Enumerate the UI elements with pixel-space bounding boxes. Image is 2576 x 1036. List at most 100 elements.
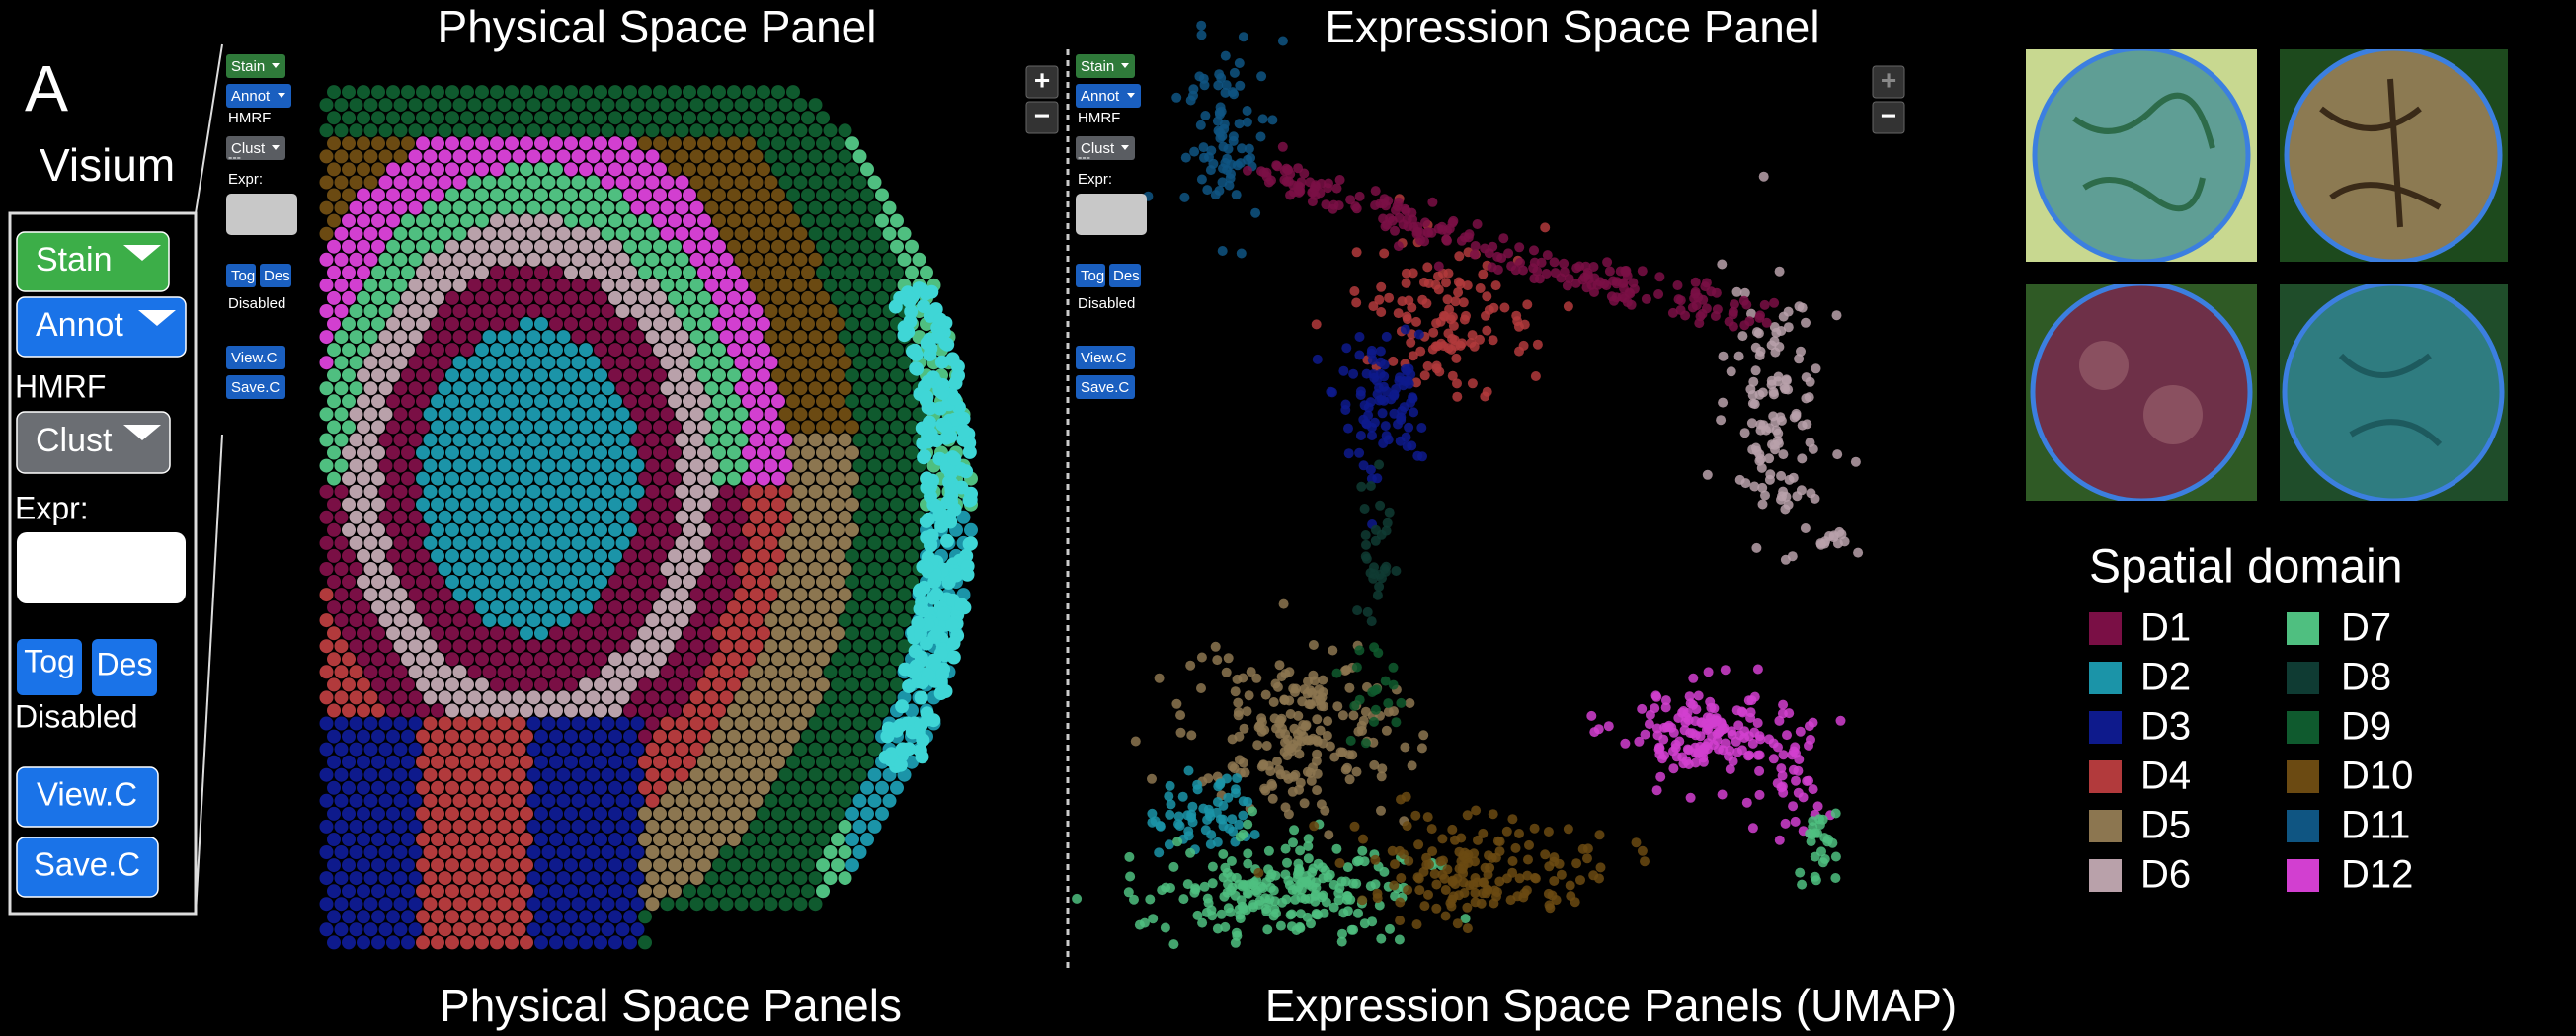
tissue-spot bbox=[608, 833, 622, 846]
tissue-spot bbox=[645, 200, 660, 215]
tissue-spot bbox=[416, 85, 430, 100]
tissue-spot bbox=[371, 806, 385, 821]
umap-point bbox=[1470, 241, 1481, 251]
mini-button[interactable] bbox=[226, 346, 285, 369]
tissue-spot bbox=[342, 652, 356, 667]
tissue-spot bbox=[423, 252, 438, 267]
mini-button[interactable] bbox=[1076, 54, 1135, 78]
tissue-spot bbox=[378, 381, 393, 396]
stain-button[interactable]: Stain bbox=[16, 231, 170, 292]
tissue-spot bbox=[943, 515, 958, 529]
umap-point bbox=[1381, 561, 1392, 572]
tissue-spot bbox=[660, 433, 675, 447]
tissue-spot bbox=[586, 330, 601, 345]
umap-point bbox=[1532, 266, 1543, 277]
tissue-spot bbox=[556, 535, 571, 550]
tissue-spot bbox=[742, 111, 756, 125]
umap-point bbox=[1503, 248, 1514, 259]
zoom-out-button[interactable] bbox=[1872, 101, 1905, 134]
tissue-spot bbox=[660, 407, 675, 422]
tissue-spot bbox=[327, 213, 341, 228]
mini-button[interactable] bbox=[1076, 375, 1135, 399]
tissue-spot bbox=[727, 497, 741, 512]
tissue-spot bbox=[393, 690, 408, 705]
tissue-spot bbox=[838, 613, 852, 628]
tissue-spot bbox=[734, 897, 749, 912]
mini-button[interactable] bbox=[260, 264, 291, 287]
tissue-spot bbox=[541, 407, 556, 422]
tissue-spot bbox=[423, 665, 438, 679]
tissue-spot bbox=[852, 330, 867, 345]
umap-point bbox=[1354, 191, 1365, 201]
tissue-spot bbox=[601, 742, 615, 757]
tissue-spot bbox=[334, 226, 349, 241]
umap-point bbox=[1804, 775, 1813, 786]
mini-button[interactable] bbox=[1076, 136, 1135, 160]
umap-point bbox=[1416, 423, 1427, 433]
zoom-out-button[interactable] bbox=[1025, 101, 1059, 134]
tissue-spot bbox=[897, 381, 912, 396]
tissue-spot bbox=[526, 226, 541, 241]
mini-button[interactable] bbox=[226, 54, 285, 78]
tog-button[interactable]: Tog bbox=[17, 639, 82, 695]
tissue-spot bbox=[749, 458, 764, 473]
tissue-spot bbox=[947, 392, 962, 406]
tissue-spot bbox=[697, 265, 711, 279]
mini-button[interactable] bbox=[226, 136, 285, 160]
tissue-spot bbox=[630, 484, 645, 499]
mini-label: Expr: bbox=[1078, 171, 1112, 188]
mini-button[interactable] bbox=[1109, 264, 1141, 287]
tissue-spot bbox=[831, 548, 845, 563]
umap-point bbox=[1724, 316, 1734, 327]
tissue-spot bbox=[363, 793, 378, 808]
mini-input[interactable] bbox=[1076, 194, 1147, 235]
tissue-spot bbox=[608, 471, 622, 486]
save-button[interactable]: Save.C bbox=[16, 837, 159, 898]
umap-point bbox=[1282, 857, 1292, 868]
umap-point bbox=[1292, 729, 1303, 740]
tissue-spot bbox=[431, 368, 444, 383]
tissue-spot bbox=[749, 484, 764, 499]
tissue-spot bbox=[497, 510, 512, 524]
tissue-spot bbox=[416, 677, 430, 692]
umap-point bbox=[1693, 690, 1704, 701]
clust-button[interactable]: Clust bbox=[16, 411, 171, 474]
umap-point bbox=[1780, 818, 1791, 829]
tissue-spot bbox=[638, 420, 652, 435]
tissue-spot bbox=[512, 484, 526, 499]
mini-button[interactable] bbox=[1076, 84, 1141, 108]
tissue-spot bbox=[334, 458, 349, 473]
mini-input[interactable] bbox=[226, 194, 297, 235]
umap-point bbox=[1755, 346, 1766, 357]
tissue-spot bbox=[460, 497, 474, 512]
tissue-spot bbox=[938, 684, 953, 699]
zoom-in-button[interactable] bbox=[1872, 65, 1905, 99]
tissue-spot bbox=[579, 162, 593, 177]
umap-point bbox=[1192, 910, 1203, 920]
zoom-in-button[interactable] bbox=[1025, 65, 1059, 99]
view-button[interactable]: View.C bbox=[16, 766, 159, 828]
tissue-spot bbox=[386, 935, 400, 950]
tissue-spot bbox=[831, 677, 845, 692]
mini-button[interactable] bbox=[1076, 346, 1135, 369]
tissue-spot bbox=[512, 304, 526, 318]
annot-button[interactable]: Annot bbox=[16, 296, 187, 358]
umap-point bbox=[1220, 862, 1231, 873]
tissue-spot bbox=[683, 703, 696, 718]
tissue-spot bbox=[334, 356, 349, 370]
umap-point bbox=[1812, 801, 1823, 812]
tissue-spot bbox=[935, 667, 949, 681]
tissue-spot bbox=[319, 897, 334, 912]
umap-point bbox=[1243, 796, 1253, 807]
umap-point bbox=[1379, 371, 1390, 382]
mini-button[interactable] bbox=[1076, 264, 1105, 287]
mini-button[interactable] bbox=[226, 375, 285, 399]
umap-point bbox=[1154, 673, 1165, 683]
tissue-spot bbox=[541, 742, 556, 757]
expr-input[interactable] bbox=[17, 532, 186, 603]
des-button[interactable]: Des bbox=[92, 639, 157, 696]
mini-button[interactable] bbox=[226, 264, 256, 287]
tissue-spot bbox=[541, 356, 556, 370]
mini-button[interactable] bbox=[226, 84, 291, 108]
umap-point bbox=[1470, 888, 1481, 898]
